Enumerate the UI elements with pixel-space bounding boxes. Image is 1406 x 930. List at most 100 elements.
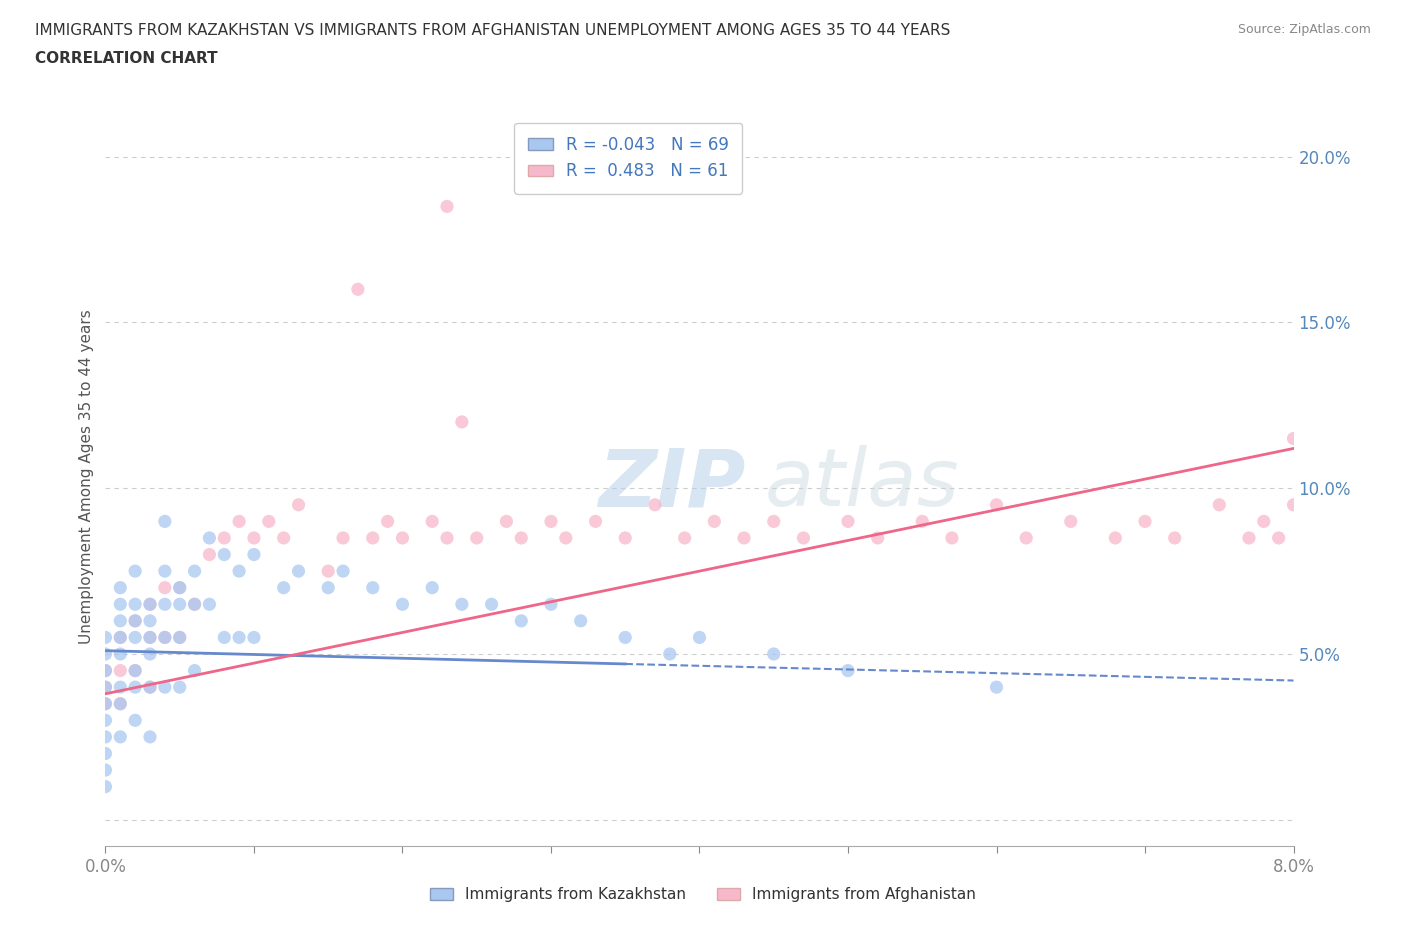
Point: [733, 530, 755, 545]
Text: atlas: atlas: [765, 445, 959, 523]
Point: [420, 580, 443, 595]
Text: ZIP: ZIP: [599, 445, 745, 523]
Point: [94, 729, 117, 744]
Point: [139, 680, 162, 695]
Point: [1104, 530, 1126, 545]
Point: [169, 580, 191, 595]
Point: [361, 580, 384, 595]
Point: [332, 564, 354, 578]
Point: [243, 630, 266, 644]
Point: [273, 530, 295, 545]
Point: [1133, 514, 1156, 529]
Point: [153, 580, 176, 595]
Point: [391, 530, 413, 545]
Point: [124, 630, 146, 644]
Point: [495, 514, 517, 529]
Point: [183, 597, 205, 612]
Point: [153, 630, 176, 644]
Point: [540, 597, 562, 612]
Point: [124, 663, 146, 678]
Text: Source: ZipAtlas.com: Source: ZipAtlas.com: [1237, 23, 1371, 36]
Point: [377, 514, 399, 529]
Point: [644, 498, 666, 512]
Point: [569, 614, 592, 629]
Point: [214, 630, 236, 644]
Point: [110, 597, 132, 612]
Point: [243, 530, 266, 545]
Point: [228, 514, 250, 529]
Point: [986, 680, 1008, 695]
Point: [837, 663, 859, 678]
Point: [287, 564, 309, 578]
Point: [124, 564, 146, 578]
Point: [94, 663, 117, 678]
Point: [198, 597, 221, 612]
Point: [866, 530, 889, 545]
Point: [94, 697, 117, 711]
Point: [332, 530, 354, 545]
Point: [243, 547, 266, 562]
Text: CORRELATION CHART: CORRELATION CHART: [35, 51, 218, 66]
Point: [986, 498, 1008, 512]
Point: [94, 697, 117, 711]
Point: [139, 597, 162, 612]
Point: [703, 514, 725, 529]
Point: [273, 580, 295, 595]
Point: [347, 282, 370, 297]
Point: [169, 580, 191, 595]
Point: [1237, 530, 1260, 545]
Point: [139, 680, 162, 695]
Point: [169, 597, 191, 612]
Point: [94, 763, 117, 777]
Y-axis label: Unemployment Among Ages 35 to 44 years: Unemployment Among Ages 35 to 44 years: [79, 310, 94, 644]
Point: [94, 646, 117, 661]
Point: [436, 199, 458, 214]
Point: [153, 680, 176, 695]
Point: [481, 597, 503, 612]
Point: [124, 663, 146, 678]
Point: [198, 547, 221, 562]
Point: [762, 646, 785, 661]
Point: [124, 614, 146, 629]
Legend: Immigrants from Kazakhstan, Immigrants from Afghanistan: Immigrants from Kazakhstan, Immigrants f…: [425, 882, 981, 909]
Point: [941, 530, 963, 545]
Point: [153, 514, 176, 529]
Point: [110, 580, 132, 595]
Point: [585, 514, 607, 529]
Point: [614, 630, 637, 644]
Point: [228, 564, 250, 578]
Point: [1282, 498, 1305, 512]
Point: [139, 597, 162, 612]
Legend: R = -0.043   N = 69, R =  0.483   N = 61: R = -0.043 N = 69, R = 0.483 N = 61: [515, 123, 742, 193]
Point: [837, 514, 859, 529]
Point: [110, 663, 132, 678]
Point: [124, 680, 146, 695]
Point: [1060, 514, 1083, 529]
Point: [450, 415, 472, 430]
Point: [316, 564, 339, 578]
Point: [198, 530, 221, 545]
Point: [1015, 530, 1038, 545]
Point: [94, 630, 117, 644]
Point: [153, 564, 176, 578]
Point: [228, 630, 250, 644]
Point: [911, 514, 934, 529]
Point: [139, 729, 162, 744]
Point: [465, 530, 488, 545]
Point: [169, 630, 191, 644]
Point: [94, 713, 117, 728]
Point: [124, 614, 146, 629]
Point: [94, 746, 117, 761]
Point: [420, 514, 443, 529]
Point: [614, 530, 637, 545]
Point: [1282, 432, 1305, 446]
Point: [658, 646, 681, 661]
Point: [316, 580, 339, 595]
Point: [214, 530, 236, 545]
Text: IMMIGRANTS FROM KAZAKHSTAN VS IMMIGRANTS FROM AFGHANISTAN UNEMPLOYMENT AMONG AGE: IMMIGRANTS FROM KAZAKHSTAN VS IMMIGRANTS…: [35, 23, 950, 38]
Point: [361, 530, 384, 545]
Point: [139, 614, 162, 629]
Point: [792, 530, 814, 545]
Point: [183, 564, 205, 578]
Point: [139, 630, 162, 644]
